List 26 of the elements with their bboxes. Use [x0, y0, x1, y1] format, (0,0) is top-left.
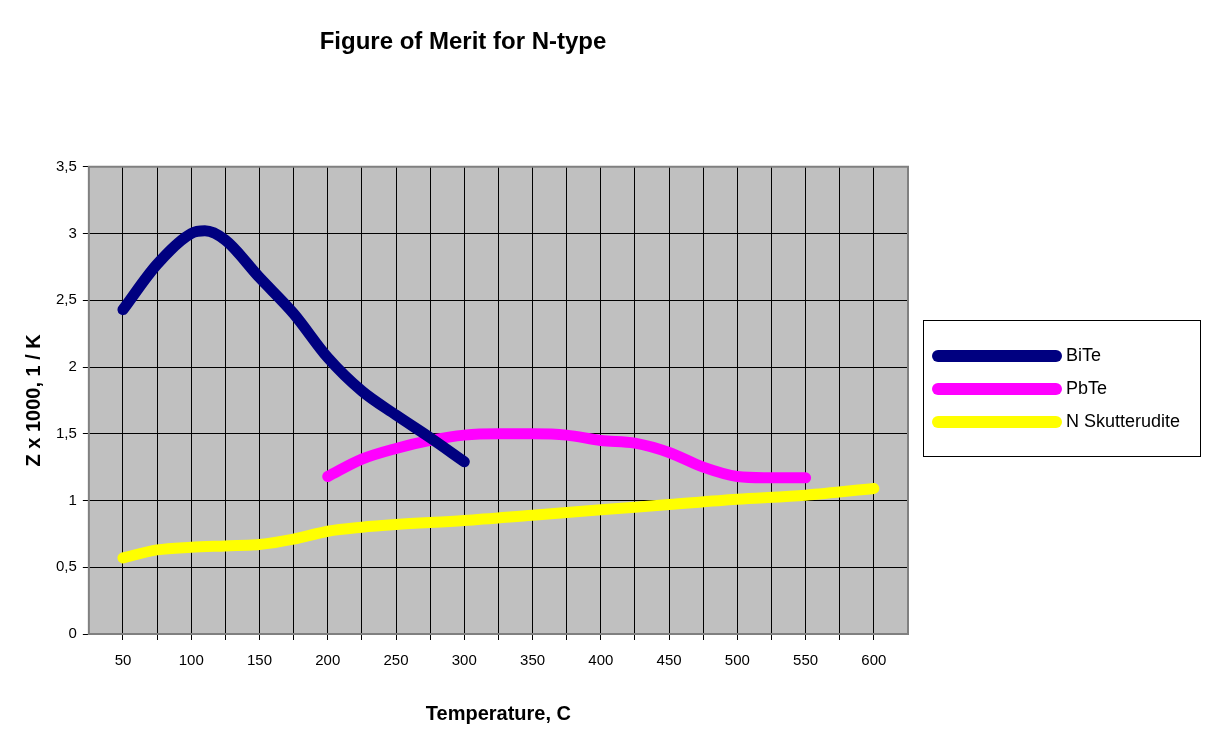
- text: BiTe: [1066, 345, 1102, 366]
- text: PbTe: [1066, 378, 1108, 399]
- text: N Skutterudite: [1066, 411, 1181, 432]
- y-tick-label: 0,5: [55, 557, 77, 575]
- x-tick-label: 200: [315, 651, 341, 669]
- x-tick-label: 500: [724, 651, 750, 669]
- x-axis-title: Temperature, C: [425, 701, 572, 724]
- y-tick-label: 0: [68, 624, 77, 642]
- y-axis-title: Z x 1000, 1 / K: [21, 333, 44, 467]
- x-tick-label: 50: [114, 651, 132, 669]
- x-tick-label: 150: [246, 651, 273, 669]
- y-tick-label: 2,5: [55, 290, 77, 308]
- y-tick-label: 3,5: [55, 156, 77, 174]
- chart-title: Figure of Merit for N-type: [319, 27, 607, 55]
- x-tick-label: 100: [178, 651, 204, 669]
- x-tick-label: 250: [383, 651, 409, 669]
- x-tick-label: 600: [861, 651, 887, 669]
- y-tick-label: 3: [68, 223, 77, 241]
- x-tick-label: 350: [520, 651, 546, 669]
- x-tick-label: 550: [793, 651, 819, 669]
- x-tick-label: 300: [451, 651, 477, 669]
- y-tick-label: 1,5: [55, 423, 77, 441]
- x-tick-label: 450: [656, 651, 682, 669]
- y-tick-label: 2: [68, 357, 77, 375]
- y-tick-label: 1: [68, 490, 77, 508]
- x-tick-label: 400: [588, 651, 614, 669]
